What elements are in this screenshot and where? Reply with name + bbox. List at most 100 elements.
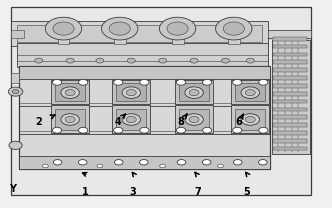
Bar: [274, 60, 306, 64]
Circle shape: [189, 116, 199, 123]
Circle shape: [140, 127, 149, 133]
Bar: [274, 108, 306, 111]
Circle shape: [65, 116, 75, 123]
Bar: [274, 100, 306, 103]
Circle shape: [259, 79, 268, 85]
Bar: [274, 147, 306, 150]
Bar: [17, 43, 269, 67]
Bar: [274, 92, 306, 95]
Text: 3: 3: [129, 187, 136, 197]
Circle shape: [114, 127, 123, 133]
Text: Y: Y: [9, 184, 16, 194]
Circle shape: [122, 114, 140, 125]
Circle shape: [176, 127, 186, 133]
Bar: [235, 83, 265, 101]
Circle shape: [126, 116, 136, 123]
Bar: [112, 80, 150, 104]
Bar: [19, 66, 270, 79]
Bar: [235, 109, 265, 130]
Bar: [274, 115, 306, 119]
Circle shape: [52, 127, 62, 133]
Circle shape: [126, 89, 136, 96]
Bar: [11, 73, 19, 83]
Circle shape: [45, 17, 82, 40]
Bar: [19, 156, 270, 169]
Circle shape: [8, 87, 23, 96]
Bar: [112, 105, 150, 133]
Circle shape: [9, 141, 22, 150]
Circle shape: [65, 89, 75, 96]
Circle shape: [96, 58, 104, 63]
Circle shape: [185, 87, 204, 98]
Bar: [175, 105, 213, 133]
Circle shape: [159, 17, 196, 40]
Bar: [274, 68, 306, 72]
Bar: [274, 84, 306, 88]
Text: 4: 4: [115, 116, 122, 126]
Circle shape: [160, 164, 166, 168]
Bar: [11, 30, 24, 38]
Bar: [19, 66, 270, 169]
Bar: [228, 28, 240, 44]
Circle shape: [215, 17, 252, 40]
Text: 6: 6: [235, 116, 242, 126]
Bar: [116, 83, 146, 101]
Bar: [55, 83, 85, 101]
Circle shape: [140, 79, 149, 85]
Circle shape: [102, 17, 138, 40]
Circle shape: [245, 116, 255, 123]
Circle shape: [139, 160, 148, 165]
Circle shape: [176, 79, 186, 85]
Bar: [272, 40, 310, 154]
Circle shape: [115, 160, 123, 165]
Bar: [274, 76, 306, 80]
Circle shape: [241, 87, 260, 98]
Bar: [17, 26, 262, 42]
Circle shape: [35, 58, 43, 63]
Circle shape: [78, 160, 87, 165]
Circle shape: [159, 58, 167, 63]
Bar: [274, 37, 306, 41]
Circle shape: [79, 127, 88, 133]
Circle shape: [233, 127, 242, 133]
Text: 8: 8: [177, 116, 184, 126]
Circle shape: [259, 160, 267, 165]
Text: 7: 7: [194, 187, 201, 197]
Bar: [179, 109, 209, 130]
Circle shape: [66, 58, 74, 63]
Circle shape: [52, 79, 62, 85]
Bar: [274, 53, 306, 56]
Bar: [274, 123, 306, 127]
Circle shape: [109, 22, 130, 35]
Bar: [114, 28, 126, 44]
Circle shape: [122, 87, 140, 98]
Bar: [57, 28, 69, 44]
Circle shape: [53, 22, 74, 35]
Circle shape: [217, 164, 223, 168]
Circle shape: [233, 79, 242, 85]
Circle shape: [241, 114, 260, 125]
Bar: [231, 80, 269, 104]
Circle shape: [42, 164, 48, 168]
Circle shape: [203, 79, 212, 85]
Circle shape: [61, 114, 79, 125]
Bar: [274, 139, 306, 143]
Bar: [51, 80, 89, 104]
Bar: [55, 109, 85, 130]
Circle shape: [177, 160, 186, 165]
Circle shape: [221, 58, 229, 63]
Text: 5: 5: [244, 187, 250, 197]
Circle shape: [12, 89, 19, 94]
Text: 2: 2: [35, 116, 42, 126]
Circle shape: [185, 114, 204, 125]
Bar: [274, 45, 306, 48]
Bar: [172, 28, 184, 44]
Circle shape: [203, 127, 212, 133]
Circle shape: [245, 89, 255, 96]
Bar: [175, 80, 213, 104]
Bar: [116, 109, 146, 130]
Circle shape: [189, 89, 199, 96]
Bar: [51, 105, 89, 133]
Circle shape: [190, 58, 198, 63]
Circle shape: [233, 160, 242, 165]
